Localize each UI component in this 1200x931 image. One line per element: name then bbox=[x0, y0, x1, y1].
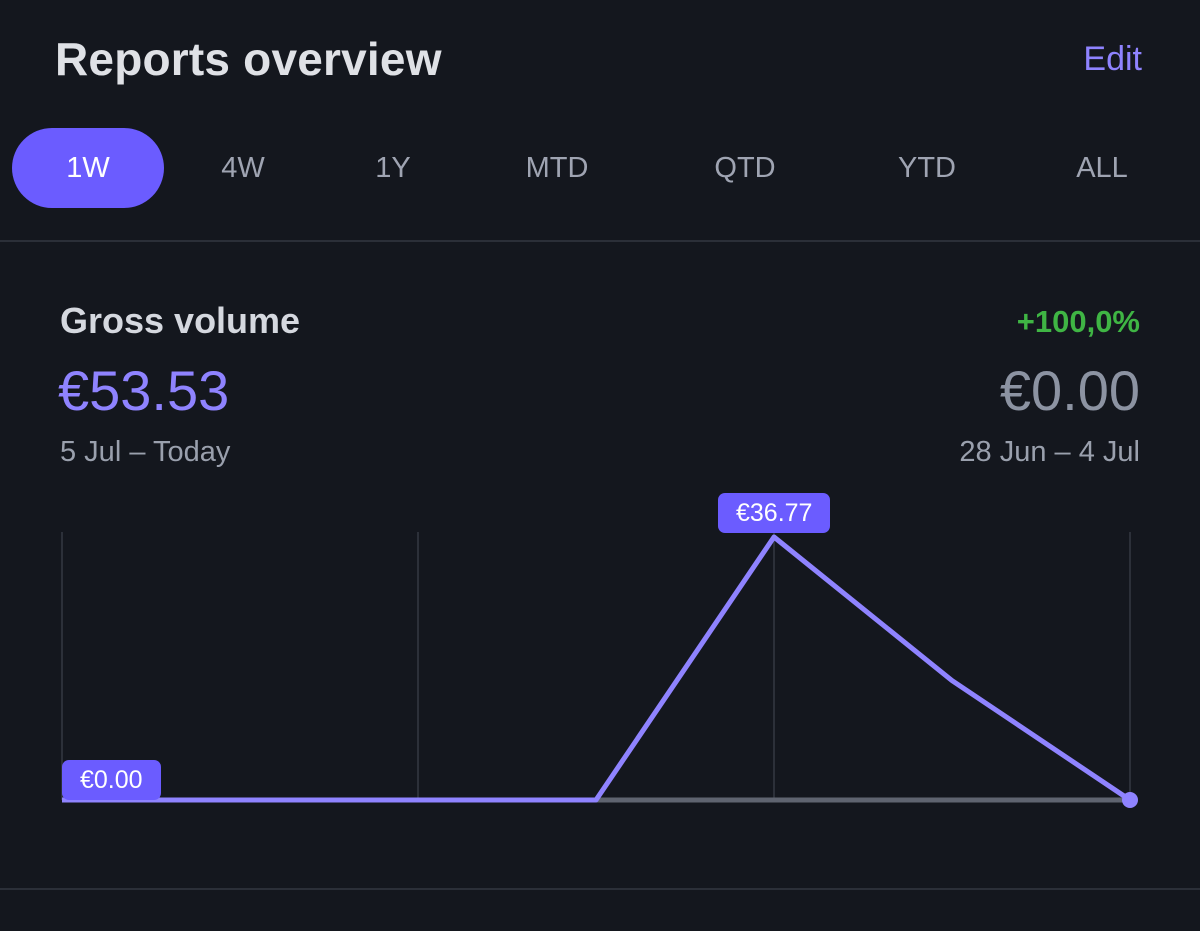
edit-button[interactable]: Edit bbox=[1083, 40, 1142, 78]
page-title: Reports overview bbox=[55, 33, 442, 85]
chart-max-label: €36.77 bbox=[718, 493, 831, 533]
bottom-divider bbox=[0, 888, 1200, 890]
header: Reports overview Edit bbox=[0, 0, 1200, 120]
chart-canvas bbox=[61, 532, 1138, 808]
tab-1w[interactable]: 1W bbox=[12, 128, 164, 208]
metric-change-badge: +100,0% bbox=[1016, 304, 1140, 339]
metric-previous-date-range: 28 Jun – 4 Jul bbox=[959, 436, 1140, 468]
metric-previous-value: €0.00 bbox=[999, 359, 1140, 422]
tab-1y[interactable]: 1Y bbox=[375, 152, 411, 184]
tab-4w[interactable]: 4W bbox=[221, 152, 265, 184]
tab-qtd[interactable]: QTD bbox=[714, 152, 776, 184]
metric-title: Gross volume bbox=[60, 300, 301, 341]
tab-ytd[interactable]: YTD bbox=[898, 152, 956, 184]
chart-min-label: €0.00 bbox=[62, 760, 161, 800]
tab-all[interactable]: ALL bbox=[1076, 152, 1128, 184]
tabs-divider bbox=[0, 240, 1200, 242]
metric-date-range: 5 Jul – Today bbox=[60, 436, 231, 468]
metric-value: €53.53 bbox=[58, 359, 230, 422]
tab-mtd[interactable]: MTD bbox=[525, 152, 589, 184]
chart-end-point bbox=[1122, 792, 1138, 808]
period-tabs: 1W 4W 1Y MTD QTD YTD ALL bbox=[0, 128, 1200, 208]
chart-series-line bbox=[62, 534, 1132, 803]
gross-volume-chart[interactable]: €0.00 €36.77 bbox=[0, 480, 1200, 840]
